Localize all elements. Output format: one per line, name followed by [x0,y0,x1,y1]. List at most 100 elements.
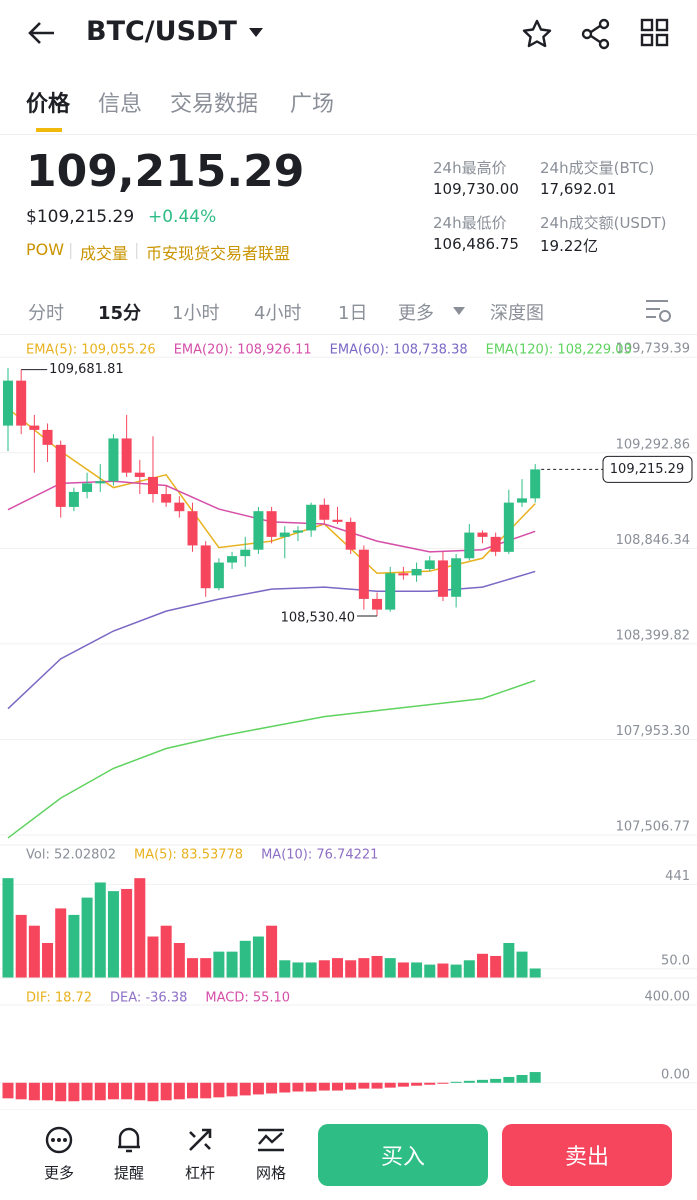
tag[interactable]: 成交量 [80,244,129,263]
tool-label[interactable]: 网格 [255,1164,286,1182]
ema-line [7,679,536,839]
macd-bar [15,1082,27,1100]
divider [0,334,697,335]
interval[interactable]: 1日 [338,303,368,324]
macd-bar [121,1082,133,1100]
tab[interactable]: 广场 [290,92,335,117]
tab[interactable]: 价格 [26,92,71,117]
candle-body [227,556,238,563]
candle-body [477,532,488,537]
interval[interactable]: 15分 [98,303,142,324]
candle-body [134,472,145,477]
leverage-icon[interactable] [186,1126,214,1154]
macd-bar [42,1082,54,1101]
volume-bar [318,960,330,978]
volume-bar [503,942,515,978]
macd-bar [490,1078,502,1083]
legend-entry: EMA(20): 108,926.11 [174,343,312,358]
candle-body [200,545,211,589]
interval[interactable]: 深度图 [490,303,544,324]
macd-bar [437,1082,449,1084]
stat-value: 17,692.01 [540,180,617,198]
volume-bar [292,962,304,978]
volume-bar [107,891,119,978]
tab[interactable]: 信息 [98,92,143,117]
tag[interactable]: 币安现货交易者联盟 [146,244,291,263]
stat-label: 24h最低价 [433,214,507,232]
volume-bar [424,964,436,978]
candle-body [411,568,422,576]
candle-body [424,560,435,569]
volume-bar [160,925,172,978]
interval[interactable]: 分时 [28,303,64,324]
candle-body [490,536,501,552]
y-tick-label: 108,399.82 [616,628,690,643]
candle-body [464,532,475,559]
dropdown-icon[interactable] [452,306,466,316]
y-tick-label: 50.0 [661,953,690,968]
macd-bar [134,1082,146,1101]
candle-body [187,511,198,546]
y-tick-label: 109,739.39 [616,342,690,357]
tag[interactable]: POW [26,240,65,259]
volume-bar [397,962,409,978]
more-icon[interactable] [45,1126,73,1154]
volume-bar [121,888,133,978]
volume-bar [476,953,488,978]
macd-bar [94,1082,106,1101]
macd-bar [292,1082,304,1092]
macd-bar [371,1082,383,1089]
share-icon[interactable] [580,18,612,50]
macd-bar [266,1082,278,1094]
tab[interactable]: 交易数据 [170,92,259,117]
macd-bar [279,1082,291,1093]
settings-icon[interactable] [644,298,672,324]
volume-bar [239,940,251,978]
interval[interactable]: 更多 [398,303,434,324]
macd-bar [2,1082,14,1099]
macd-bar [463,1080,475,1083]
macd-bar [187,1082,199,1099]
tool-label[interactable]: 杠杆 [184,1164,215,1182]
candle-body [517,498,528,503]
candle-body [16,380,27,426]
macd-bar [226,1082,238,1097]
buy-button[interactable]: 买入 [318,1124,488,1186]
macd-bar [411,1082,423,1086]
annotation: 108,530.40 [281,610,355,625]
grid-trade-icon[interactable] [256,1126,286,1154]
y-tick-label: 107,506.77 [616,819,690,834]
volume-bar [68,914,80,978]
grid-icon[interactable] [640,18,670,48]
divider [0,134,697,135]
annotation: 109,681.81 [49,362,123,377]
fiat-price: $109,215.29 [26,207,135,227]
macd-bar [529,1072,541,1083]
interval[interactable]: 4小时 [254,303,302,324]
volume-bar [529,968,541,978]
volume-bar [147,936,159,978]
alert-icon[interactable] [116,1126,142,1154]
price-change: +0.44% [148,207,217,227]
candle-body [253,511,264,550]
candle-body [174,502,185,512]
back-icon[interactable] [26,20,56,46]
dropdown-icon[interactable] [248,27,264,39]
macd-bar [200,1082,212,1099]
candle-body [345,521,356,550]
interval[interactable]: 1小时 [172,303,220,324]
candle-body [161,494,172,503]
macd-bar [55,1082,67,1102]
macd-bar [503,1076,515,1083]
volume-bar [463,960,475,978]
y-tick-label: 107,953.30 [616,724,690,739]
tool-label[interactable]: 更多 [43,1164,74,1182]
pair-title[interactable]: BTC/USDT [86,16,237,47]
star-icon[interactable] [522,19,552,49]
legend-entry: DEA: -36.38 [110,991,187,1006]
candle-body [29,425,40,430]
candle-body [82,483,93,492]
sell-button[interactable]: 卖出 [502,1124,672,1186]
candle-body [95,481,106,484]
tool-label[interactable]: 提醒 [113,1164,144,1182]
